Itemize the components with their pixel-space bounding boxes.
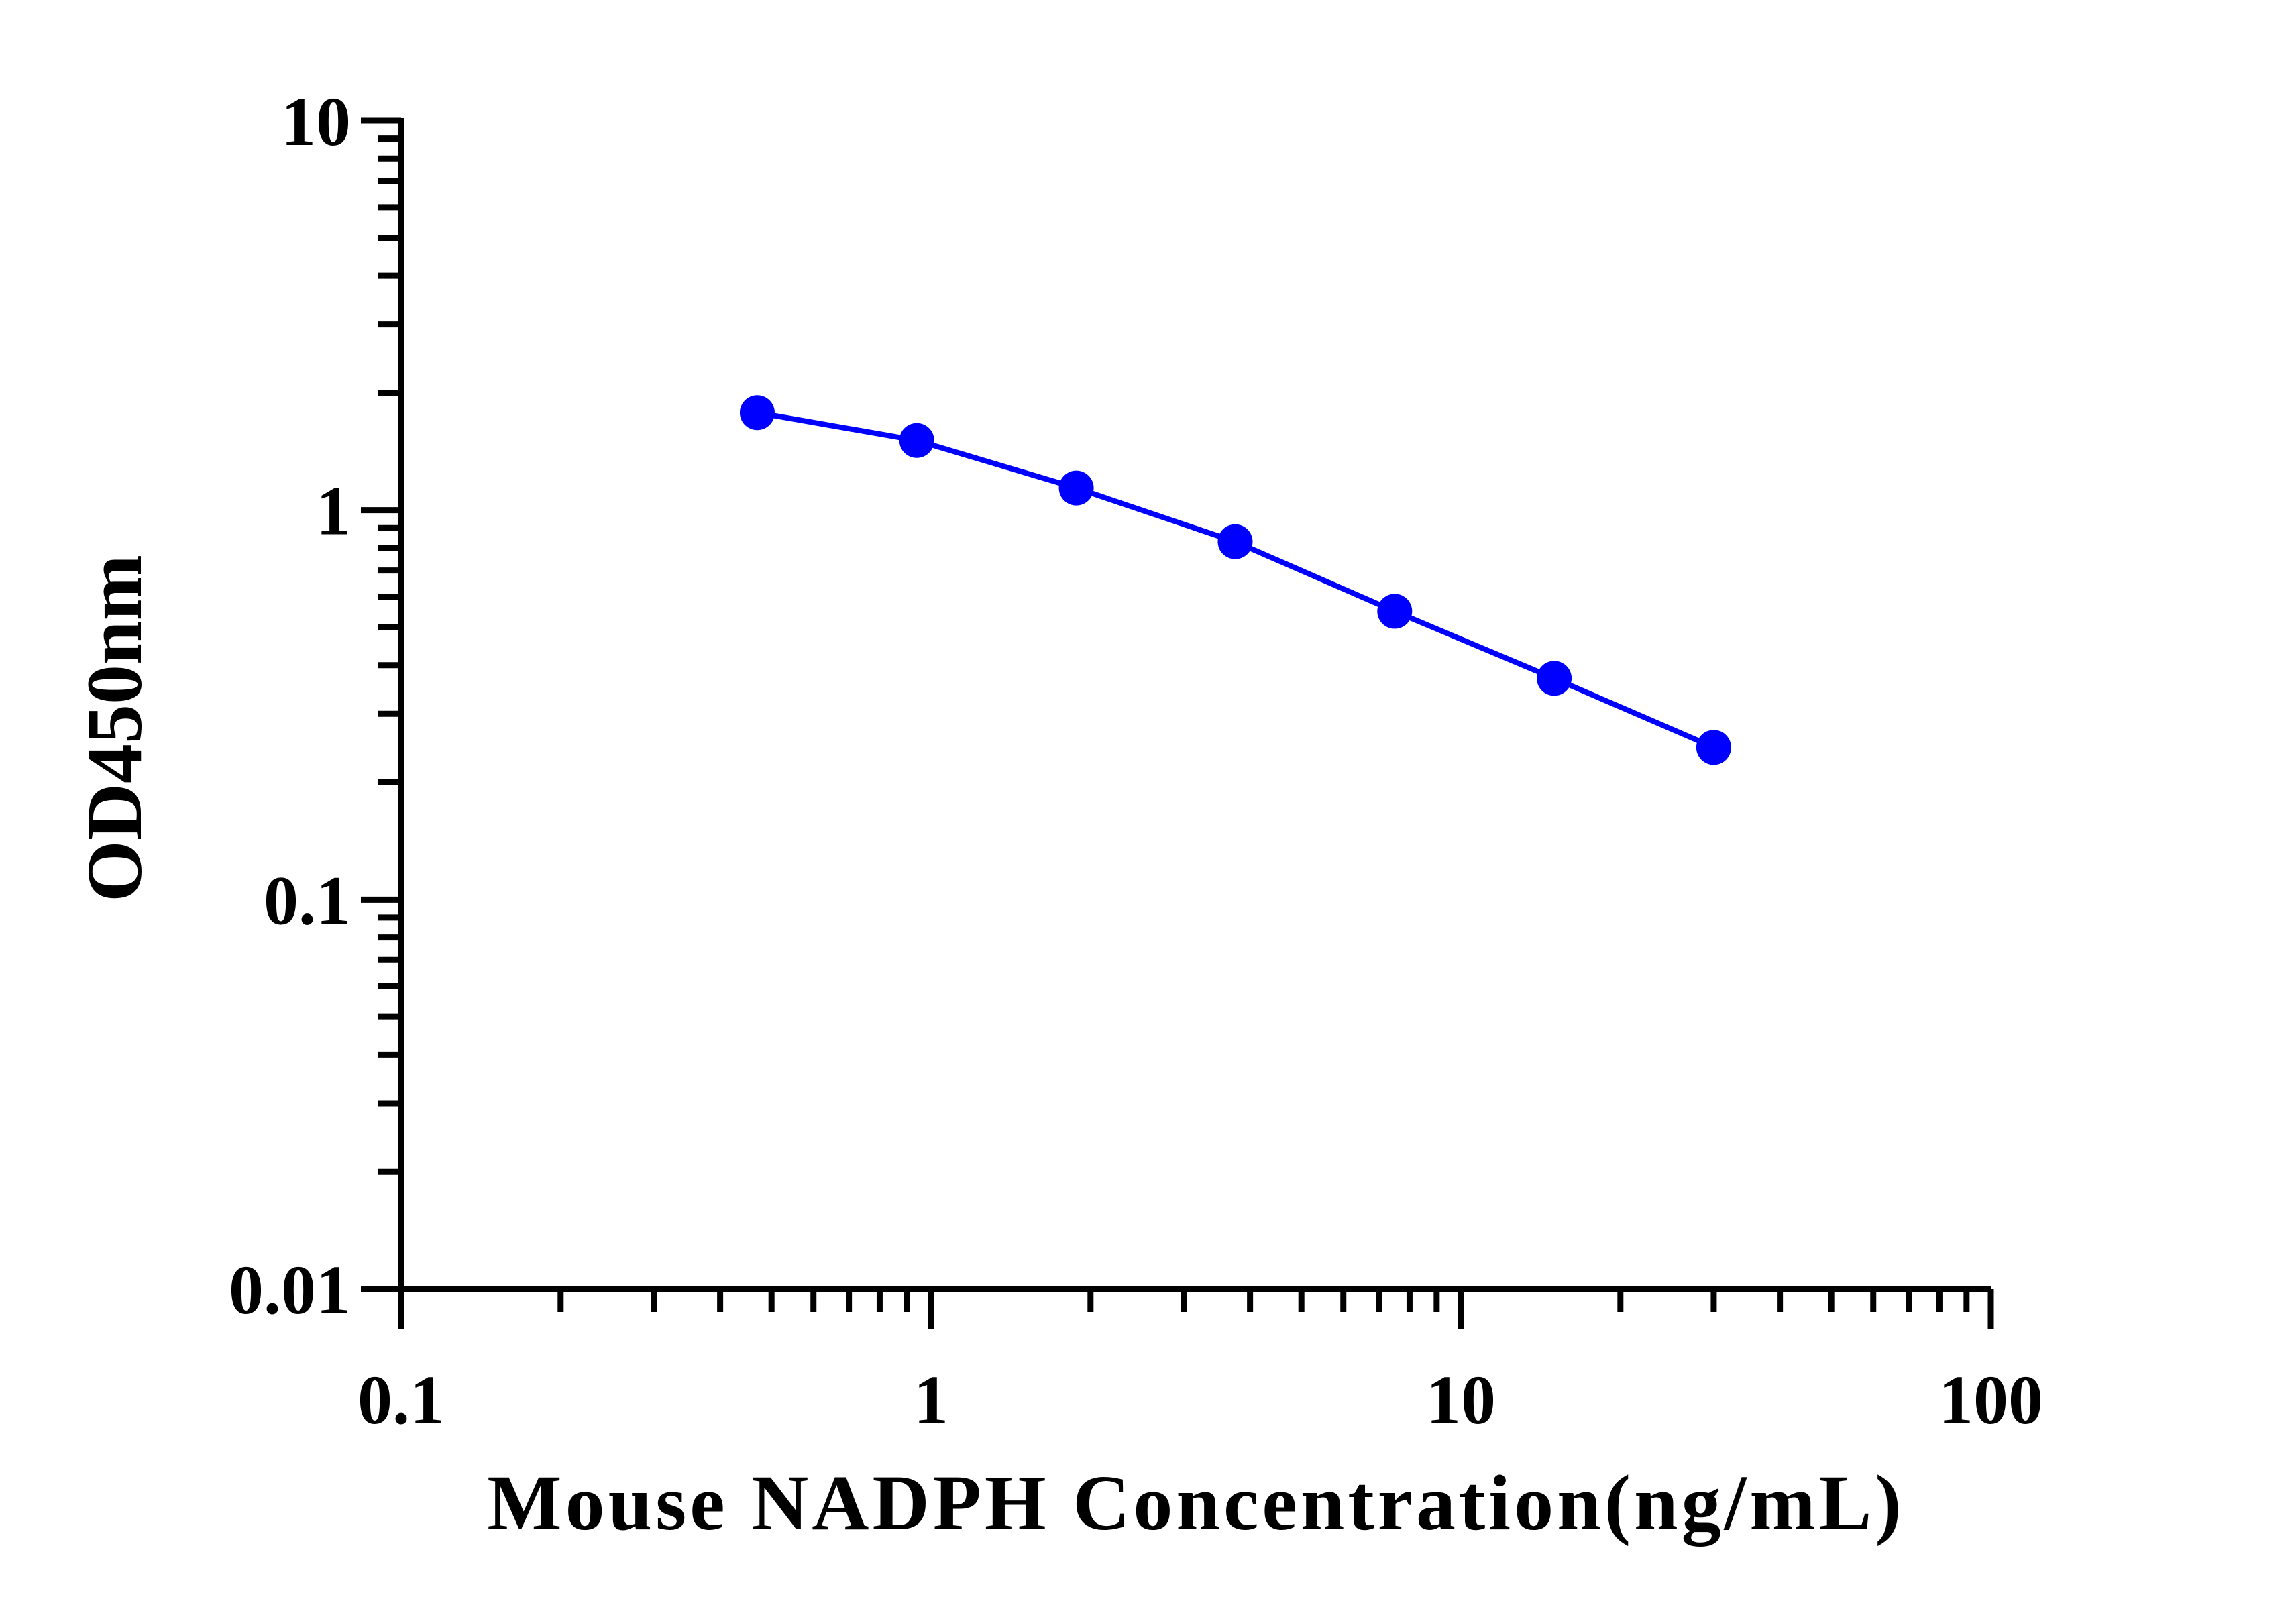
y-axis-title: OD450nm xyxy=(70,555,158,902)
data-point xyxy=(1696,730,1731,765)
series-line xyxy=(757,410,1715,750)
data-point xyxy=(1377,594,1413,629)
data-point xyxy=(899,423,934,458)
y-tick-label: 1 xyxy=(316,473,351,550)
y-tick-label: 10 xyxy=(281,83,351,160)
x-tick-label: 0.1 xyxy=(358,1362,445,1439)
data-point xyxy=(739,395,775,431)
x-tick-label: 100 xyxy=(1938,1362,2043,1439)
x-tick-label: 1 xyxy=(914,1362,948,1439)
series-layer xyxy=(739,395,1731,765)
data-point xyxy=(1058,470,1094,506)
y-tick-label: 0.1 xyxy=(264,862,351,939)
data-point xyxy=(1537,661,1572,696)
y-tick-label: 0.01 xyxy=(229,1252,351,1329)
x-axis-title: Mouse NADPH Concentration(ng/mL) xyxy=(487,1459,1904,1547)
x-tick-label: 10 xyxy=(1426,1362,1496,1439)
data-point xyxy=(1217,524,1253,559)
